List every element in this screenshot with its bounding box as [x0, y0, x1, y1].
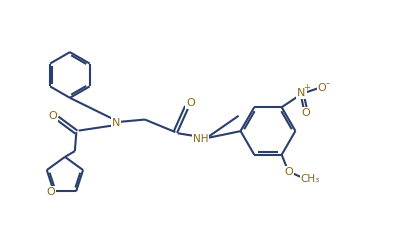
Text: O: O — [318, 83, 326, 93]
Text: O: O — [48, 111, 57, 121]
Text: +: + — [303, 83, 310, 92]
Text: NH: NH — [193, 134, 208, 144]
Text: CH₃: CH₃ — [301, 174, 320, 184]
Text: O: O — [284, 167, 293, 177]
Text: N: N — [111, 118, 120, 128]
Text: -: - — [326, 78, 330, 88]
Text: O: O — [186, 98, 195, 108]
Text: O: O — [47, 187, 55, 197]
Text: N: N — [297, 88, 306, 98]
Text: O: O — [302, 108, 310, 118]
